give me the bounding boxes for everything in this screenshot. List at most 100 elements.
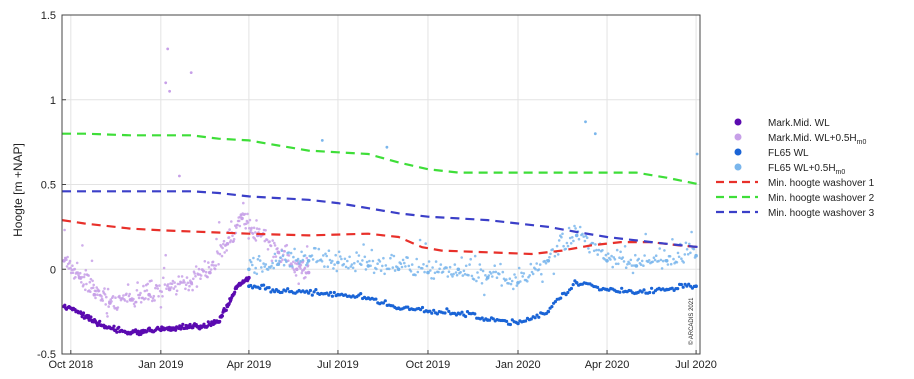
trace-point-fl65-wl-0-5h: [591, 241, 595, 245]
trace-point-mark-mid-wl-0-5h: [146, 282, 149, 286]
trace-point-fl65-wl-0-5h: [478, 263, 482, 266]
trace-point-mark-mid-wl-0-5h: [271, 239, 275, 242]
trace-point-mark-mid-wl-0-5h: [265, 238, 269, 242]
trace-point-fl65-wl-0-5h: [549, 252, 552, 256]
trace-point-mark-mid-wl-0-5h: [81, 244, 84, 247]
trace-point-mark-mid-wl-0-5h: [270, 259, 274, 263]
trace-point-fl65-wl-0-5h: [459, 270, 462, 274]
trace-point-fl65-wl-0-5h: [617, 262, 620, 266]
trace-point-fl65-wl-0-5h: [404, 265, 407, 268]
trace-point-fl65-wl: [676, 287, 680, 291]
trace-point-fl65-wl-0-5h: [361, 259, 364, 262]
trace-point-fl65-wl-0-5h: [342, 262, 346, 266]
trace-point-mark-mid-wl-0-5h: [220, 254, 224, 258]
trace-point-fl65-wl-0-5h: [322, 254, 325, 257]
trace-point-fl65-wl-0-5h: [357, 254, 361, 257]
series-min-hoogte-washover-1: [61, 219, 701, 256]
trace-point-fl65-wl: [310, 293, 314, 297]
trace-point-fl65-wl-0-5h: [626, 263, 629, 266]
trace-point-mark-mid-wl-0-5h: [263, 239, 267, 243]
trace-point-fl65-wl-0-5h: [368, 259, 371, 263]
trace-point-fl65-wl-0-5h: [371, 259, 375, 263]
trace-point-fl65-wl-0-5h: [487, 274, 491, 277]
trace-point-mark-mid-wl-0-5h: [68, 259, 72, 263]
y-tick-label: 1: [50, 95, 56, 107]
trace-point-fl65-wl-0-5h: [676, 251, 680, 255]
trace-point-fl65-wl-0-5h: [464, 264, 468, 268]
trace-point-mark-mid-wl: [98, 319, 102, 323]
trace-point-fl65-wl-0-5h: [316, 259, 319, 263]
trace-point-mark-mid-wl-0-5h: [112, 305, 116, 308]
trace-point-fl65-wl-0-5h: [323, 265, 326, 268]
trace-point-mark-mid-wl-0-5h: [65, 265, 69, 268]
trace-point-fl65-wl-0-5h: [544, 261, 548, 265]
legend-marker: [734, 163, 742, 171]
trace-point-fl65-wl-0-5h: [572, 239, 575, 243]
trace-point-fl65-wl-0-5h: [388, 267, 391, 271]
point-mark-mid-wl-0-5h: [240, 216, 244, 221]
trace-point-mark-mid-wl: [218, 319, 222, 324]
trace-point-mark-mid-wl: [147, 326, 151, 330]
trace-point-mark-mid-wl-0-5h: [106, 287, 110, 291]
trace-point-mark-mid-wl-0-5h: [252, 226, 256, 230]
trace-point-fl65-wl-0-5h: [685, 248, 689, 251]
point-fl65-wl: [306, 291, 311, 295]
trace-point-mark-mid-wl-0-5h: [253, 237, 256, 240]
trace-point-fl65-wl-0-5h: [521, 275, 524, 278]
point-mark-mid-wl: [247, 275, 251, 280]
trace-point-mark-mid-wl-0-5h: [145, 289, 149, 292]
trace-point-mark-mid-wl-0-5h: [212, 264, 216, 267]
trace-point-fl65-wl: [596, 285, 600, 289]
point-mark-mid-wl-0-5h: [62, 259, 66, 263]
trace-point-fl65-wl-0-5h: [461, 274, 465, 277]
trace-point-mark-mid-wl: [233, 290, 237, 294]
trace-point-fl65-wl-0-5h: [255, 272, 259, 276]
trace-point-fl65-wl-0-5h: [597, 248, 601, 252]
trace-point-mark-mid-wl-0-5h: [84, 268, 88, 272]
trace-point-fl65-wl-0-5h: [492, 270, 495, 274]
trace-point-mark-mid-wl-0-5h: [283, 250, 287, 253]
trace-point-fl65-wl: [508, 322, 512, 327]
trace-point-fl65-wl-0-5h: [654, 254, 658, 257]
trace-point-fl65-wl-0-5h: [291, 265, 294, 268]
trace-point-fl65-wl-0-5h: [260, 266, 263, 269]
trace-point-mark-mid-wl: [224, 308, 228, 312]
trace-point-fl65-wl-0-5h: [660, 267, 664, 270]
trace-point-fl65-wl: [381, 301, 385, 305]
trace-point-fl65-wl-0-5h: [611, 265, 614, 269]
trace-point-fl65-wl-0-5h: [484, 274, 487, 277]
trace-point-mark-mid-wl-0-5h: [246, 221, 250, 224]
trace-point-fl65-wl-0-5h: [421, 267, 424, 270]
outlier-point: [695, 152, 699, 156]
trace-point-mark-mid-wl-0-5h: [172, 287, 176, 290]
trace-point-fl65-wl-0-5h: [382, 256, 385, 260]
trace-point-fl65-wl-0-5h: [410, 263, 414, 266]
point-fl65-wl-0-5h: [574, 233, 579, 238]
trace-point-mark-mid-wl-0-5h: [88, 280, 92, 284]
point-fl65-wl-0-5h: [516, 281, 520, 285]
trace-point-fl65-wl-0-5h: [349, 265, 353, 268]
trace-point-mark-mid-wl-0-5h: [159, 306, 163, 309]
trace-point-fl65-wl-0-5h: [379, 269, 383, 273]
point-mark-mid-wl-0-5h: [306, 270, 311, 275]
trace-point-fl65-wl-0-5h: [469, 257, 473, 261]
trace-point-mark-mid-wl: [167, 325, 171, 329]
trace-point-fl65-wl-0-5h: [582, 235, 585, 238]
trace-point-fl65-wl-0-5h: [508, 277, 512, 281]
trace-point-mark-mid-wl-0-5h: [151, 299, 154, 303]
trace-point-fl65-wl: [473, 312, 477, 316]
trace-point-mark-mid-wl-0-5h: [195, 285, 199, 288]
trace-point-fl65-wl-0-5h: [606, 252, 610, 255]
trace-point-fl65-wl-0-5h: [416, 270, 420, 274]
trace-point-fl65-wl-0-5h: [262, 262, 265, 265]
trace-point-fl65-wl: [406, 305, 410, 309]
trace-point-fl65-wl-0-5h: [623, 245, 627, 248]
trace-point-fl65-wl-0-5h: [332, 267, 335, 270]
trace-point-fl65-wl: [460, 310, 464, 314]
trace-point-mark-mid-wl-0-5h: [82, 275, 86, 279]
trace-point-fl65-wl-0-5h: [566, 244, 570, 248]
trace-point-fl65-wl-0-5h: [418, 238, 422, 242]
trace-point-fl65-wl-0-5h: [604, 253, 608, 257]
trace-point-mark-mid-wl-0-5h: [105, 312, 109, 315]
trace-point-fl65-wl-0-5h: [417, 265, 421, 269]
